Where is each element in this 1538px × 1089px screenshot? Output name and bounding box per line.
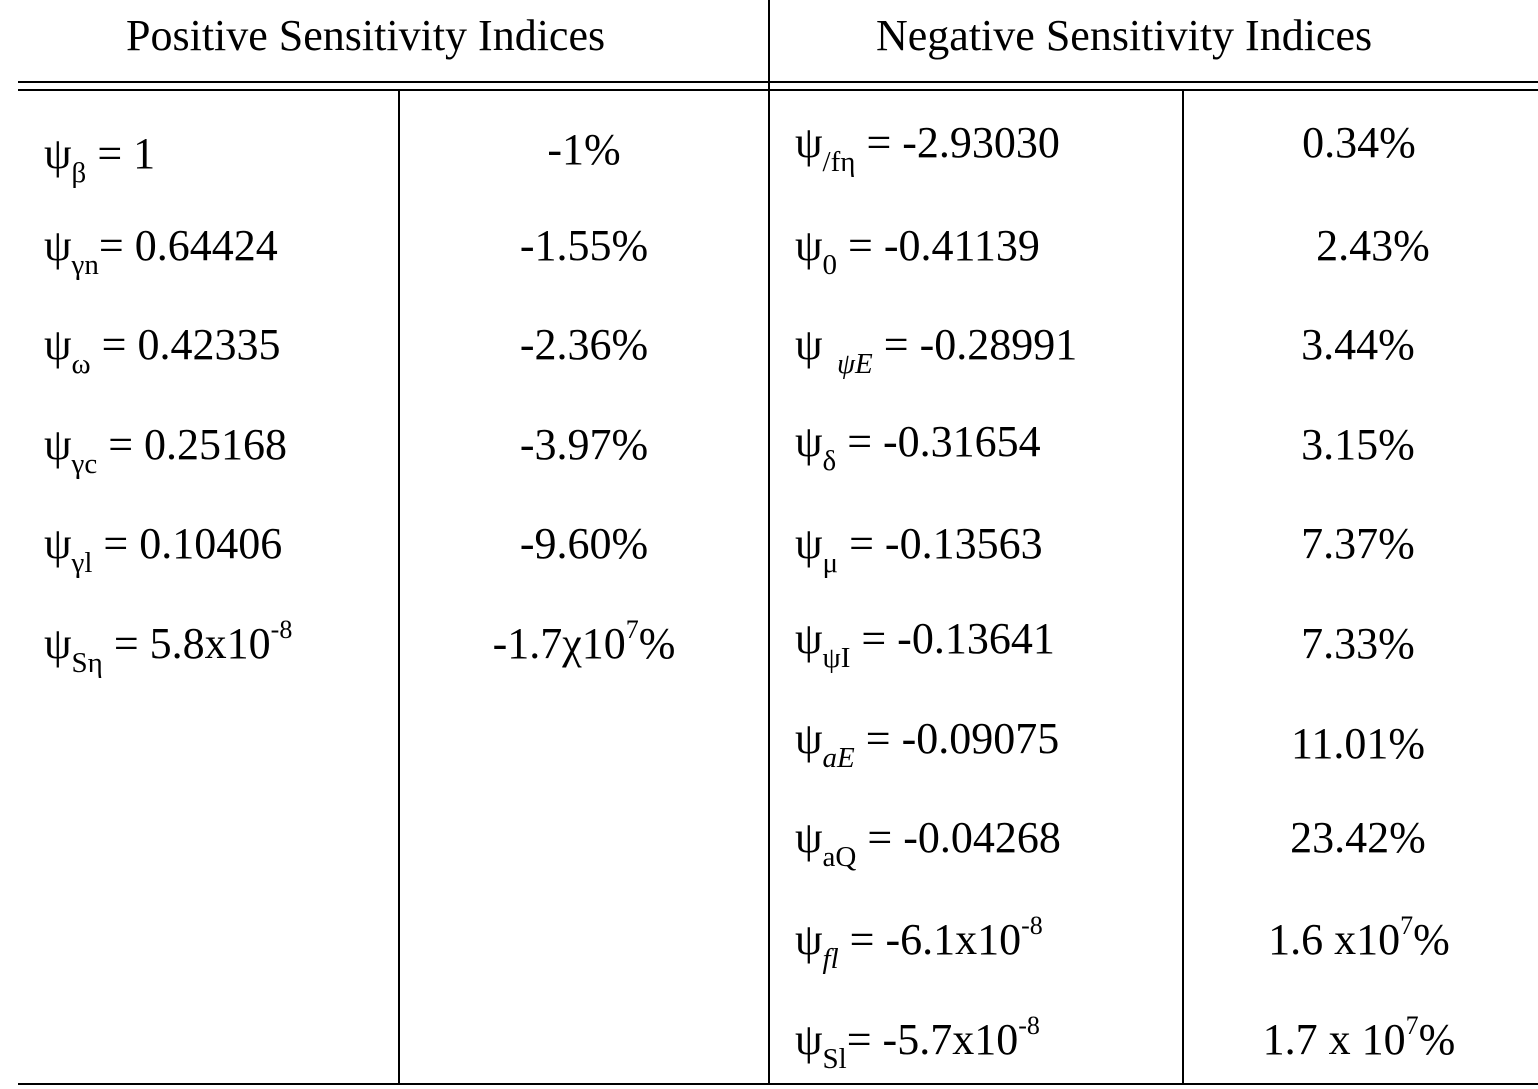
negative-percent-f-l: 1.6 x107% xyxy=(1268,911,1450,965)
positive-indices-header: Positive Sensitivity Indices xyxy=(126,11,606,60)
positive-index-s-eta: ψSη = 5.8x10-8 xyxy=(44,615,293,679)
header-bottom-rule xyxy=(18,89,1538,91)
negative-index-a-e: ψaE = -0.09075 xyxy=(795,714,1060,774)
positive-percent-beta: -1% xyxy=(547,125,621,174)
negative-percent-f-eta: 0.34% xyxy=(1302,118,1416,167)
positive-index-gamma-l: ψγl = 0.10406 xyxy=(44,519,283,579)
positive-percent-omega: -2.36% xyxy=(519,320,649,369)
positive-percent-gamma-n: -1.55% xyxy=(519,221,649,270)
positive-index-gamma-n: ψγn= 0.64424 xyxy=(44,221,278,281)
negative-index-f-eta: ψ/fη = -2.93030 xyxy=(795,118,1060,178)
positive-percent-gamma-c: -3.97% xyxy=(519,420,649,469)
negative-percent-s-l: 1.7 x 107% xyxy=(1262,1011,1456,1065)
negative-percent-psi-e: 3.44% xyxy=(1301,320,1415,369)
negative-index-s-l: ψSl= -5.7x10-8 xyxy=(795,1011,1040,1075)
negative-percent-psi-i: 7.33% xyxy=(1301,619,1415,668)
positive-percent-s-eta: -1.7χ107% xyxy=(492,615,676,669)
negative-percent-mu: 7.37% xyxy=(1301,519,1415,568)
negative-index-f-l: ψfl = -6.1x10-8 xyxy=(795,911,1043,975)
center-divider xyxy=(768,0,770,1085)
negative-percent-delta: 3.15% xyxy=(1301,420,1415,469)
negative-index-psi-i: ψψI = -0.13641 xyxy=(795,614,1055,674)
header-top-rule xyxy=(18,81,1538,83)
negative-index-zero: ψ0 = -0.41139 xyxy=(795,221,1040,281)
table-bottom-rule xyxy=(18,1083,1538,1085)
positive-index-beta: ψβ = 1 xyxy=(44,129,156,189)
negative-index-delta: ψδ = -0.31654 xyxy=(795,417,1041,477)
negative-index-mu: ψμ = -0.13563 xyxy=(795,519,1043,579)
negative-indices-header: Negative Sensitivity Indices xyxy=(876,11,1373,60)
negative-percent-a-q: 23.42% xyxy=(1290,813,1426,862)
negative-percent-a-e: 11.01% xyxy=(1290,719,1426,768)
negative-column-divider xyxy=(1182,89,1184,1085)
positive-percent-gamma-l: -9.60% xyxy=(519,519,649,568)
positive-index-omega: ψω = 0.42335 xyxy=(44,320,281,380)
positive-column-divider xyxy=(398,89,400,1085)
negative-index-psi-e: ψ ψE = -0.28991 xyxy=(795,320,1078,380)
positive-index-gamma-c: ψγc = 0.25168 xyxy=(44,420,288,480)
negative-percent-zero: 2.43% xyxy=(1316,221,1430,270)
negative-index-a-q: ψaQ = -0.04268 xyxy=(795,813,1061,873)
